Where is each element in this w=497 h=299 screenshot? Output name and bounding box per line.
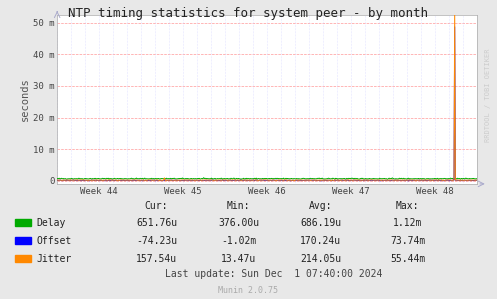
Text: 651.76u: 651.76u bbox=[136, 218, 177, 228]
Text: -74.23u: -74.23u bbox=[136, 236, 177, 246]
Text: 376.00u: 376.00u bbox=[218, 218, 259, 228]
Text: 1.12m: 1.12m bbox=[393, 218, 422, 228]
Text: 55.44m: 55.44m bbox=[390, 254, 425, 264]
Text: Max:: Max: bbox=[396, 201, 419, 211]
Text: 686.19u: 686.19u bbox=[300, 218, 341, 228]
Text: Last update: Sun Dec  1 07:40:00 2024: Last update: Sun Dec 1 07:40:00 2024 bbox=[165, 269, 382, 279]
Text: Jitter: Jitter bbox=[37, 254, 72, 264]
Text: NTP timing statistics for system peer - by month: NTP timing statistics for system peer - … bbox=[69, 7, 428, 20]
Text: 13.47u: 13.47u bbox=[221, 254, 256, 264]
Text: 170.24u: 170.24u bbox=[300, 236, 341, 246]
Y-axis label: seconds: seconds bbox=[20, 77, 30, 121]
Text: 214.05u: 214.05u bbox=[300, 254, 341, 264]
Text: Offset: Offset bbox=[37, 236, 72, 246]
Text: 157.54u: 157.54u bbox=[136, 254, 177, 264]
Text: 73.74m: 73.74m bbox=[390, 236, 425, 246]
Text: Munin 2.0.75: Munin 2.0.75 bbox=[219, 286, 278, 295]
Text: RRDTOOL / TOBI OETIKER: RRDTOOL / TOBI OETIKER bbox=[485, 49, 491, 142]
Text: Avg:: Avg: bbox=[309, 201, 332, 211]
Text: Cur:: Cur: bbox=[145, 201, 168, 211]
Text: Min:: Min: bbox=[227, 201, 250, 211]
Text: Delay: Delay bbox=[37, 218, 66, 228]
Text: -1.02m: -1.02m bbox=[221, 236, 256, 246]
